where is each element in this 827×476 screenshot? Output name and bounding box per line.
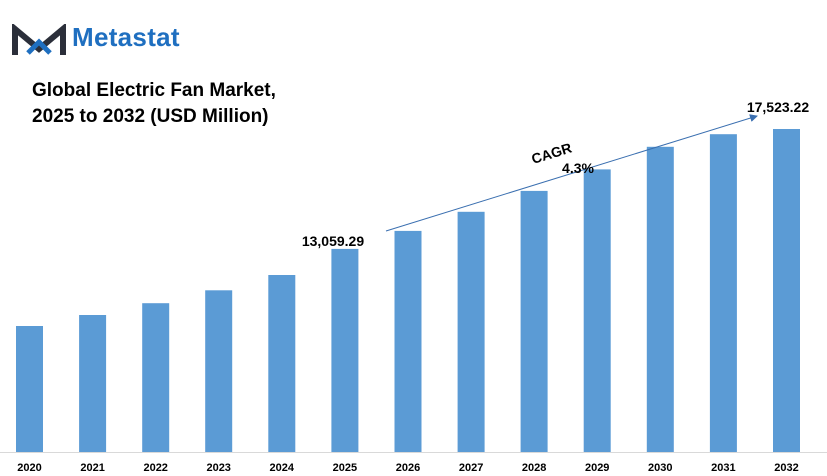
metastat-logo-icon: [12, 24, 66, 55]
x-tick-label: 2024: [270, 462, 295, 474]
chart-title-line-2: 2025 to 2032 (USD Million): [32, 106, 269, 127]
bar-2024: [268, 275, 296, 452]
cagr-value: 4.3%: [562, 160, 594, 176]
x-tick-label: 2027: [459, 462, 483, 474]
cagr-arrow: [385, 114, 758, 232]
bar-2032: [773, 129, 800, 452]
bar-2021: [79, 315, 107, 452]
x-tick-label: 2030: [648, 462, 672, 474]
bar-2027: [457, 211, 485, 452]
bar-2022: [142, 303, 170, 452]
bar-2023: [205, 290, 233, 452]
x-tick-label: 2029: [585, 462, 609, 474]
x-tick-label: 2020: [17, 462, 41, 474]
bar-2031: [709, 134, 737, 452]
start-value-label: 13,059.29: [302, 233, 364, 249]
x-tick-label: 2032: [774, 462, 798, 474]
bar-2025: [331, 248, 359, 452]
brand-name: Metastat: [72, 22, 180, 52]
x-tick-label: 2025: [333, 462, 357, 474]
end-value-label: 17,523.22: [747, 99, 809, 115]
x-tick-label: 2023: [206, 462, 230, 474]
bar-2029: [583, 169, 611, 452]
bar-2026: [394, 230, 422, 452]
x-tick-label: 2028: [522, 462, 546, 474]
x-tick-label: 2031: [711, 462, 735, 474]
bar-2028: [520, 190, 548, 452]
x-tick-label: 2026: [396, 462, 420, 474]
bar-2020: [16, 326, 43, 452]
bar-2030: [646, 146, 674, 453]
chart-title-line-1: Global Electric Fan Market,: [32, 80, 276, 101]
x-tick-label: 2022: [143, 462, 167, 474]
x-tick-label: 2021: [80, 462, 104, 474]
